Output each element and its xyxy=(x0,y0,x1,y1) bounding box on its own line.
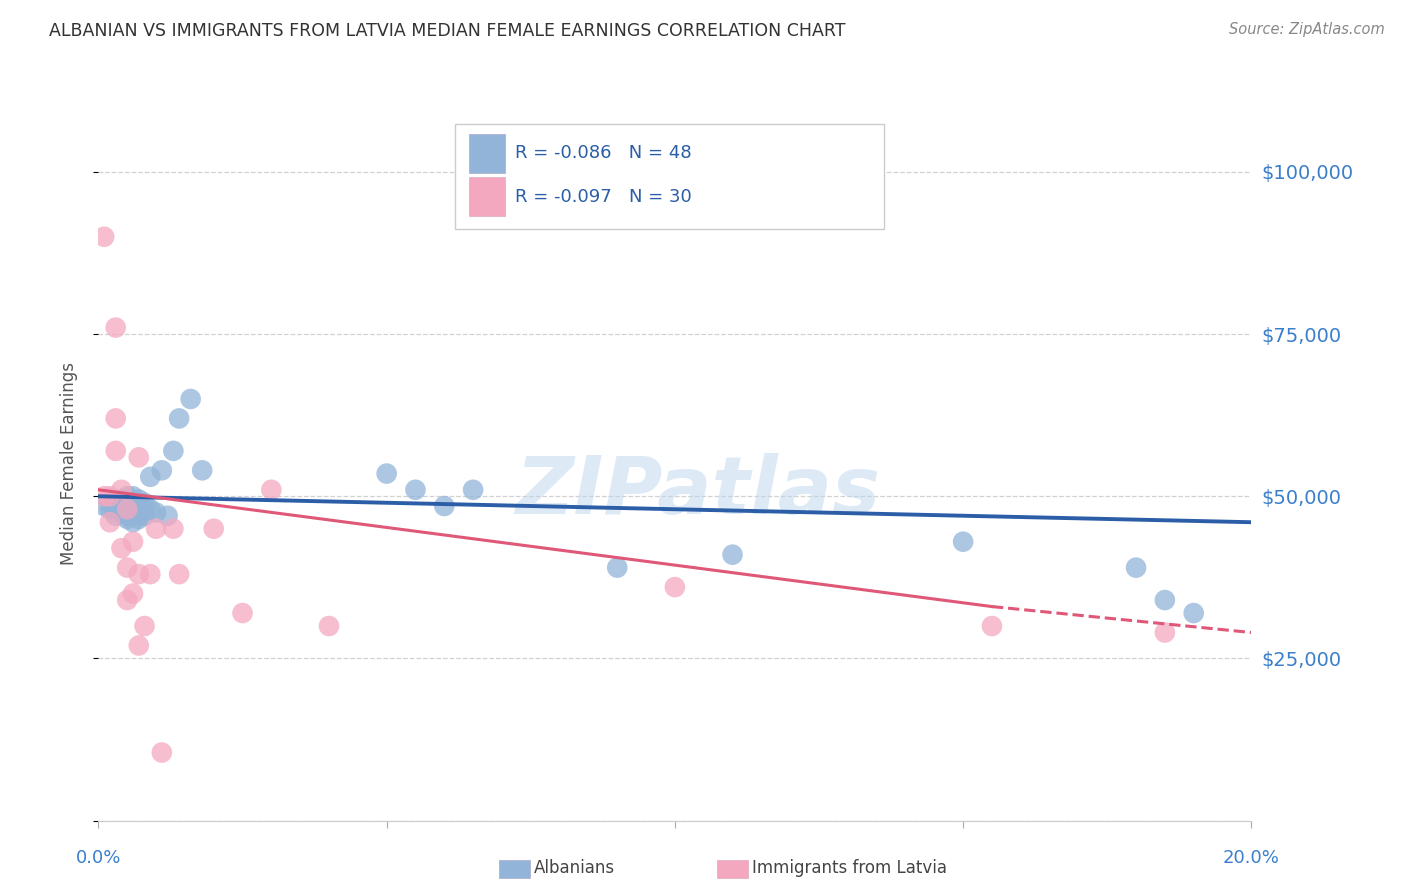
Point xyxy=(162,443,184,458)
Text: 20.0%: 20.0% xyxy=(1223,849,1279,867)
Point xyxy=(128,508,150,523)
Point xyxy=(122,489,145,503)
Point xyxy=(110,506,132,520)
Point xyxy=(110,541,132,556)
Point xyxy=(375,467,398,481)
Point xyxy=(128,639,150,653)
Point xyxy=(461,483,484,497)
Text: 0.0%: 0.0% xyxy=(76,849,121,867)
Point xyxy=(1153,593,1175,607)
Point xyxy=(98,496,121,510)
Point xyxy=(104,496,127,510)
Point xyxy=(952,534,974,549)
Point xyxy=(162,522,184,536)
Point xyxy=(1153,625,1175,640)
Point xyxy=(202,522,225,536)
Point xyxy=(122,502,145,516)
Point xyxy=(122,586,145,600)
Point xyxy=(191,463,214,477)
Point xyxy=(128,506,150,520)
Point xyxy=(93,499,115,513)
Text: R = -0.086   N = 48: R = -0.086 N = 48 xyxy=(515,145,692,162)
Point xyxy=(139,567,162,582)
Point xyxy=(128,499,150,513)
Point xyxy=(122,508,145,523)
Point xyxy=(167,411,190,425)
Point xyxy=(134,619,156,633)
Point xyxy=(98,489,121,503)
Point xyxy=(93,229,115,244)
Text: R = -0.097   N = 30: R = -0.097 N = 30 xyxy=(515,187,692,205)
Point xyxy=(117,508,139,523)
Point xyxy=(134,496,156,510)
Point xyxy=(150,746,173,760)
Point xyxy=(231,606,254,620)
Point xyxy=(122,515,145,529)
Point xyxy=(117,502,139,516)
Point xyxy=(104,443,127,458)
Point xyxy=(145,506,167,520)
Point xyxy=(606,560,628,574)
Point xyxy=(134,502,156,516)
Point xyxy=(117,499,139,513)
Point xyxy=(167,567,190,582)
Point xyxy=(117,593,139,607)
Point xyxy=(104,508,127,523)
Point xyxy=(139,502,162,516)
Point xyxy=(128,492,150,507)
Point xyxy=(110,492,132,507)
Point xyxy=(139,470,162,484)
Point xyxy=(128,567,150,582)
Point xyxy=(104,411,127,425)
Point xyxy=(260,483,283,497)
Point xyxy=(98,502,121,516)
Point xyxy=(110,499,132,513)
Point xyxy=(117,489,139,503)
Point xyxy=(318,619,340,633)
Point xyxy=(664,580,686,594)
Point xyxy=(145,522,167,536)
Point xyxy=(128,450,150,465)
Point xyxy=(93,489,115,503)
Text: Albanians: Albanians xyxy=(534,859,616,877)
Y-axis label: Median Female Earnings: Median Female Earnings xyxy=(59,362,77,566)
Point xyxy=(117,502,139,516)
Point xyxy=(150,463,173,477)
Point xyxy=(117,560,139,574)
Point xyxy=(721,548,744,562)
Text: Source: ZipAtlas.com: Source: ZipAtlas.com xyxy=(1229,22,1385,37)
Point xyxy=(156,508,179,523)
Text: Immigrants from Latvia: Immigrants from Latvia xyxy=(752,859,948,877)
Point xyxy=(405,483,427,497)
Point xyxy=(1125,560,1147,574)
Point xyxy=(180,392,202,406)
Point xyxy=(122,534,145,549)
Point xyxy=(981,619,1004,633)
Point xyxy=(117,496,139,510)
Point xyxy=(110,483,132,497)
Point xyxy=(98,515,121,529)
Point xyxy=(122,496,145,510)
Text: ALBANIAN VS IMMIGRANTS FROM LATVIA MEDIAN FEMALE EARNINGS CORRELATION CHART: ALBANIAN VS IMMIGRANTS FROM LATVIA MEDIA… xyxy=(49,22,846,40)
Point xyxy=(104,502,127,516)
Point xyxy=(433,499,456,513)
Point xyxy=(122,506,145,520)
Point xyxy=(134,508,156,523)
Text: ZIPatlas: ZIPatlas xyxy=(516,453,880,532)
Point xyxy=(1182,606,1205,620)
Point xyxy=(128,512,150,526)
Point xyxy=(117,512,139,526)
Point xyxy=(104,320,127,334)
